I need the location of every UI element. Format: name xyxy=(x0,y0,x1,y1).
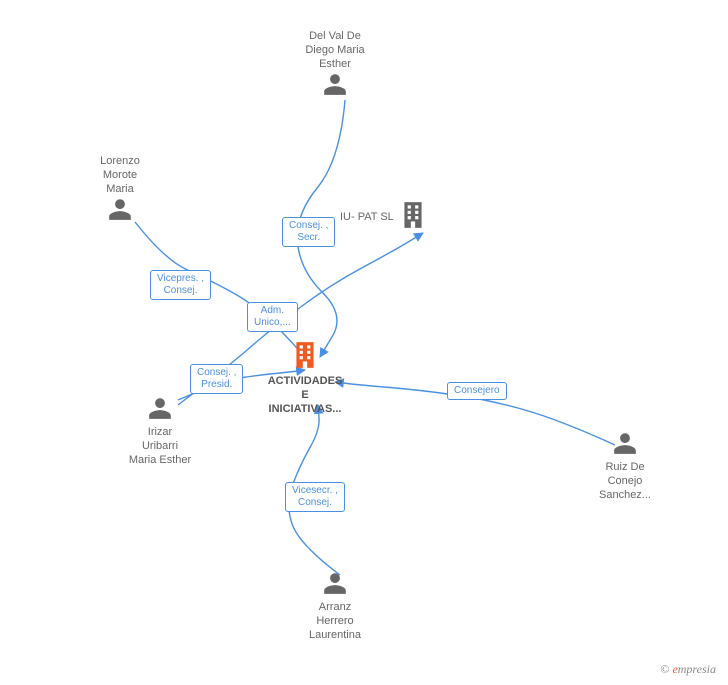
node-delval[interactable]: Del Val De Diego Maria Esther xyxy=(295,30,375,102)
node-center[interactable]: ACTIVIDADES E INICIATIVAS... xyxy=(260,340,350,416)
node-label-center: ACTIVIDADES E INICIATIVAS... xyxy=(260,375,350,416)
node-label-delval: Del Val De Diego Maria Esther xyxy=(295,30,375,71)
person-icon xyxy=(295,71,375,102)
node-label-arranz: Arranz Herrero Laurentina xyxy=(295,601,375,642)
node-iupat[interactable]: IU- PAT SL xyxy=(340,200,426,235)
edge-label-lorenzo-center: Vicepres. , Consej. xyxy=(150,270,211,300)
node-arranz[interactable]: Arranz Herrero Laurentina xyxy=(295,570,375,642)
edge-label-arranz-center: Vicesecr. , Consej. xyxy=(285,482,345,512)
node-label-lorenzo: Lorenzo Morote Maria xyxy=(80,155,160,196)
node-ruiz[interactable]: Ruiz De Conejo Sanchez... xyxy=(585,430,665,502)
person-icon xyxy=(295,570,375,601)
footer-copyright: © empresia xyxy=(660,662,716,677)
copyright-symbol: © xyxy=(660,662,669,676)
node-label-iupat: IU- PAT SL xyxy=(340,211,394,225)
edge-label-delval-center: Consej. , Secr. xyxy=(282,217,335,247)
building-icon xyxy=(260,340,350,375)
person-icon xyxy=(120,395,200,426)
node-irizar[interactable]: Irizar Uribarri Maria Esther xyxy=(120,395,200,467)
edge-label-irizar-iupat: Adm. Unico,... xyxy=(247,302,298,332)
edge-label-ruiz-center: Consejero xyxy=(447,382,507,400)
brand-rest: mpresia xyxy=(678,662,716,676)
node-lorenzo[interactable]: Lorenzo Morote Maria xyxy=(80,155,160,227)
person-icon xyxy=(80,196,160,227)
person-icon xyxy=(585,430,665,461)
building-icon xyxy=(400,200,426,235)
edge-label-irizar-center: Consej. , Presid. xyxy=(190,364,243,394)
node-label-irizar: Irizar Uribarri Maria Esther xyxy=(120,426,200,467)
node-label-ruiz: Ruiz De Conejo Sanchez... xyxy=(585,461,665,502)
